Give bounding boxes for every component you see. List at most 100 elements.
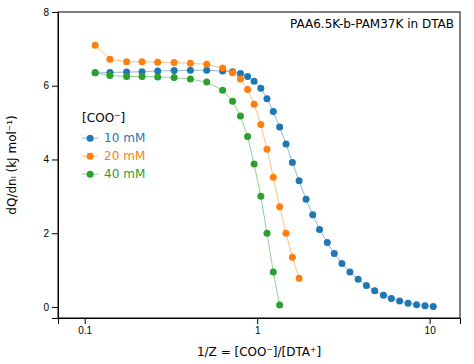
x-tick-label: 1 bbox=[255, 325, 261, 336]
legend-title: [COO⁻] bbox=[82, 111, 125, 125]
x-tick: 10 bbox=[425, 318, 437, 336]
legend-item: 10 mM bbox=[82, 131, 145, 145]
series-point bbox=[270, 108, 277, 115]
series-point bbox=[219, 65, 226, 72]
series-point bbox=[276, 124, 283, 131]
series-point bbox=[363, 282, 370, 289]
series-point bbox=[139, 73, 146, 80]
series-point bbox=[251, 78, 258, 85]
series-point bbox=[92, 69, 99, 76]
series-point bbox=[396, 298, 403, 305]
series-point bbox=[106, 72, 113, 79]
legend: [COO⁻] 10 mM 20 mM 40 mM bbox=[82, 111, 145, 181]
series-point bbox=[270, 174, 277, 181]
series-point bbox=[154, 59, 161, 66]
x-tick-mark bbox=[257, 318, 258, 324]
series-point bbox=[171, 74, 178, 81]
legend-swatch bbox=[87, 153, 94, 160]
series-point bbox=[244, 86, 251, 93]
legend-swatch bbox=[87, 135, 94, 142]
series-point bbox=[380, 292, 387, 299]
x-tick-mark bbox=[85, 318, 86, 324]
series-point bbox=[283, 230, 290, 237]
series-point bbox=[251, 101, 258, 108]
x-axis-line bbox=[59, 319, 461, 325]
series-point bbox=[338, 260, 345, 267]
series-point bbox=[187, 76, 194, 83]
y-tick-label: 6 bbox=[43, 80, 49, 91]
series-point bbox=[251, 160, 258, 167]
series-point bbox=[171, 67, 178, 74]
series-point bbox=[413, 301, 420, 308]
series-point bbox=[355, 276, 362, 283]
series-point bbox=[324, 239, 331, 246]
chart-title: PAA6.5K-b-PAM37K in DTAB bbox=[290, 17, 454, 31]
series-point bbox=[309, 211, 316, 218]
series-point bbox=[92, 42, 99, 49]
series-point bbox=[171, 59, 178, 66]
series-point bbox=[283, 140, 290, 147]
y-tick-label: 2 bbox=[43, 228, 49, 239]
series-point bbox=[257, 121, 264, 128]
x-tick-mark bbox=[430, 318, 431, 324]
y-tick: 4 bbox=[43, 154, 58, 165]
y-tick: 8 bbox=[43, 7, 58, 18]
series-point bbox=[244, 73, 251, 80]
y-tick-mark bbox=[52, 307, 58, 308]
chart: 0.1 1 10 0 2 4 6 8 PAA6.5K-b-PAM37K in DTAB [COO⁻… bbox=[0, 0, 474, 364]
x-tick: 1 bbox=[255, 318, 261, 336]
series-point bbox=[123, 58, 130, 65]
legend-label: 10 mM bbox=[104, 131, 145, 145]
series-point bbox=[244, 133, 251, 140]
x-axis-title: 1/Z = [COO⁻]/[DTA⁺] bbox=[197, 345, 321, 359]
y-tick-label: 4 bbox=[43, 154, 49, 165]
series-point bbox=[303, 196, 310, 203]
plot: 0.1 1 10 0 2 4 6 8 PAA6.5K-b-PAM37K in DTAB [COO⁻… bbox=[43, 7, 460, 336]
data-marks bbox=[92, 42, 437, 310]
series-point bbox=[331, 250, 338, 257]
series-point bbox=[237, 112, 244, 119]
y-axis: 0 2 4 6 8 bbox=[43, 7, 58, 319]
series-point bbox=[154, 73, 161, 80]
legend-label: 40 mM bbox=[104, 167, 145, 181]
series-line bbox=[95, 73, 279, 305]
series-point bbox=[106, 56, 113, 63]
plot-frame bbox=[58, 12, 460, 318]
y-tick-mark bbox=[52, 233, 58, 234]
y-tick-mark bbox=[52, 12, 58, 13]
series-point bbox=[219, 87, 226, 94]
series-point bbox=[421, 302, 428, 309]
series-point bbox=[289, 159, 296, 166]
series-point bbox=[371, 287, 378, 294]
series-point bbox=[123, 73, 130, 80]
series-point bbox=[263, 146, 270, 153]
x-tick-label: 0.1 bbox=[78, 325, 92, 336]
series-point bbox=[229, 98, 236, 105]
series-point bbox=[92, 69, 99, 76]
legend-item: 40 mM bbox=[82, 167, 145, 181]
series-point bbox=[276, 203, 283, 210]
legend-swatch bbox=[87, 171, 94, 178]
series-point bbox=[257, 193, 264, 200]
series-point bbox=[316, 226, 323, 233]
series-point bbox=[270, 268, 277, 275]
series-point bbox=[289, 254, 296, 261]
y-tick-label: 8 bbox=[43, 7, 49, 18]
legend-label: 20 mM bbox=[104, 149, 145, 163]
y-axis-title: dQ/dnₗ (kJ mol⁻¹) bbox=[5, 115, 19, 214]
y-tick-label: 0 bbox=[43, 302, 49, 313]
series-point bbox=[237, 76, 244, 83]
series-point bbox=[296, 275, 303, 282]
series-point bbox=[388, 295, 395, 302]
series-point bbox=[276, 302, 283, 309]
x-tick-label: 10 bbox=[425, 325, 437, 336]
series-line bbox=[95, 70, 433, 306]
y-tick: 6 bbox=[43, 80, 58, 91]
series-point bbox=[187, 67, 194, 74]
series-point bbox=[346, 268, 353, 275]
series-point bbox=[139, 58, 146, 65]
x-axis: 0.1 1 10 bbox=[59, 318, 461, 336]
series-point bbox=[203, 61, 210, 68]
series-point bbox=[296, 177, 303, 184]
y-tick: 2 bbox=[43, 228, 58, 239]
